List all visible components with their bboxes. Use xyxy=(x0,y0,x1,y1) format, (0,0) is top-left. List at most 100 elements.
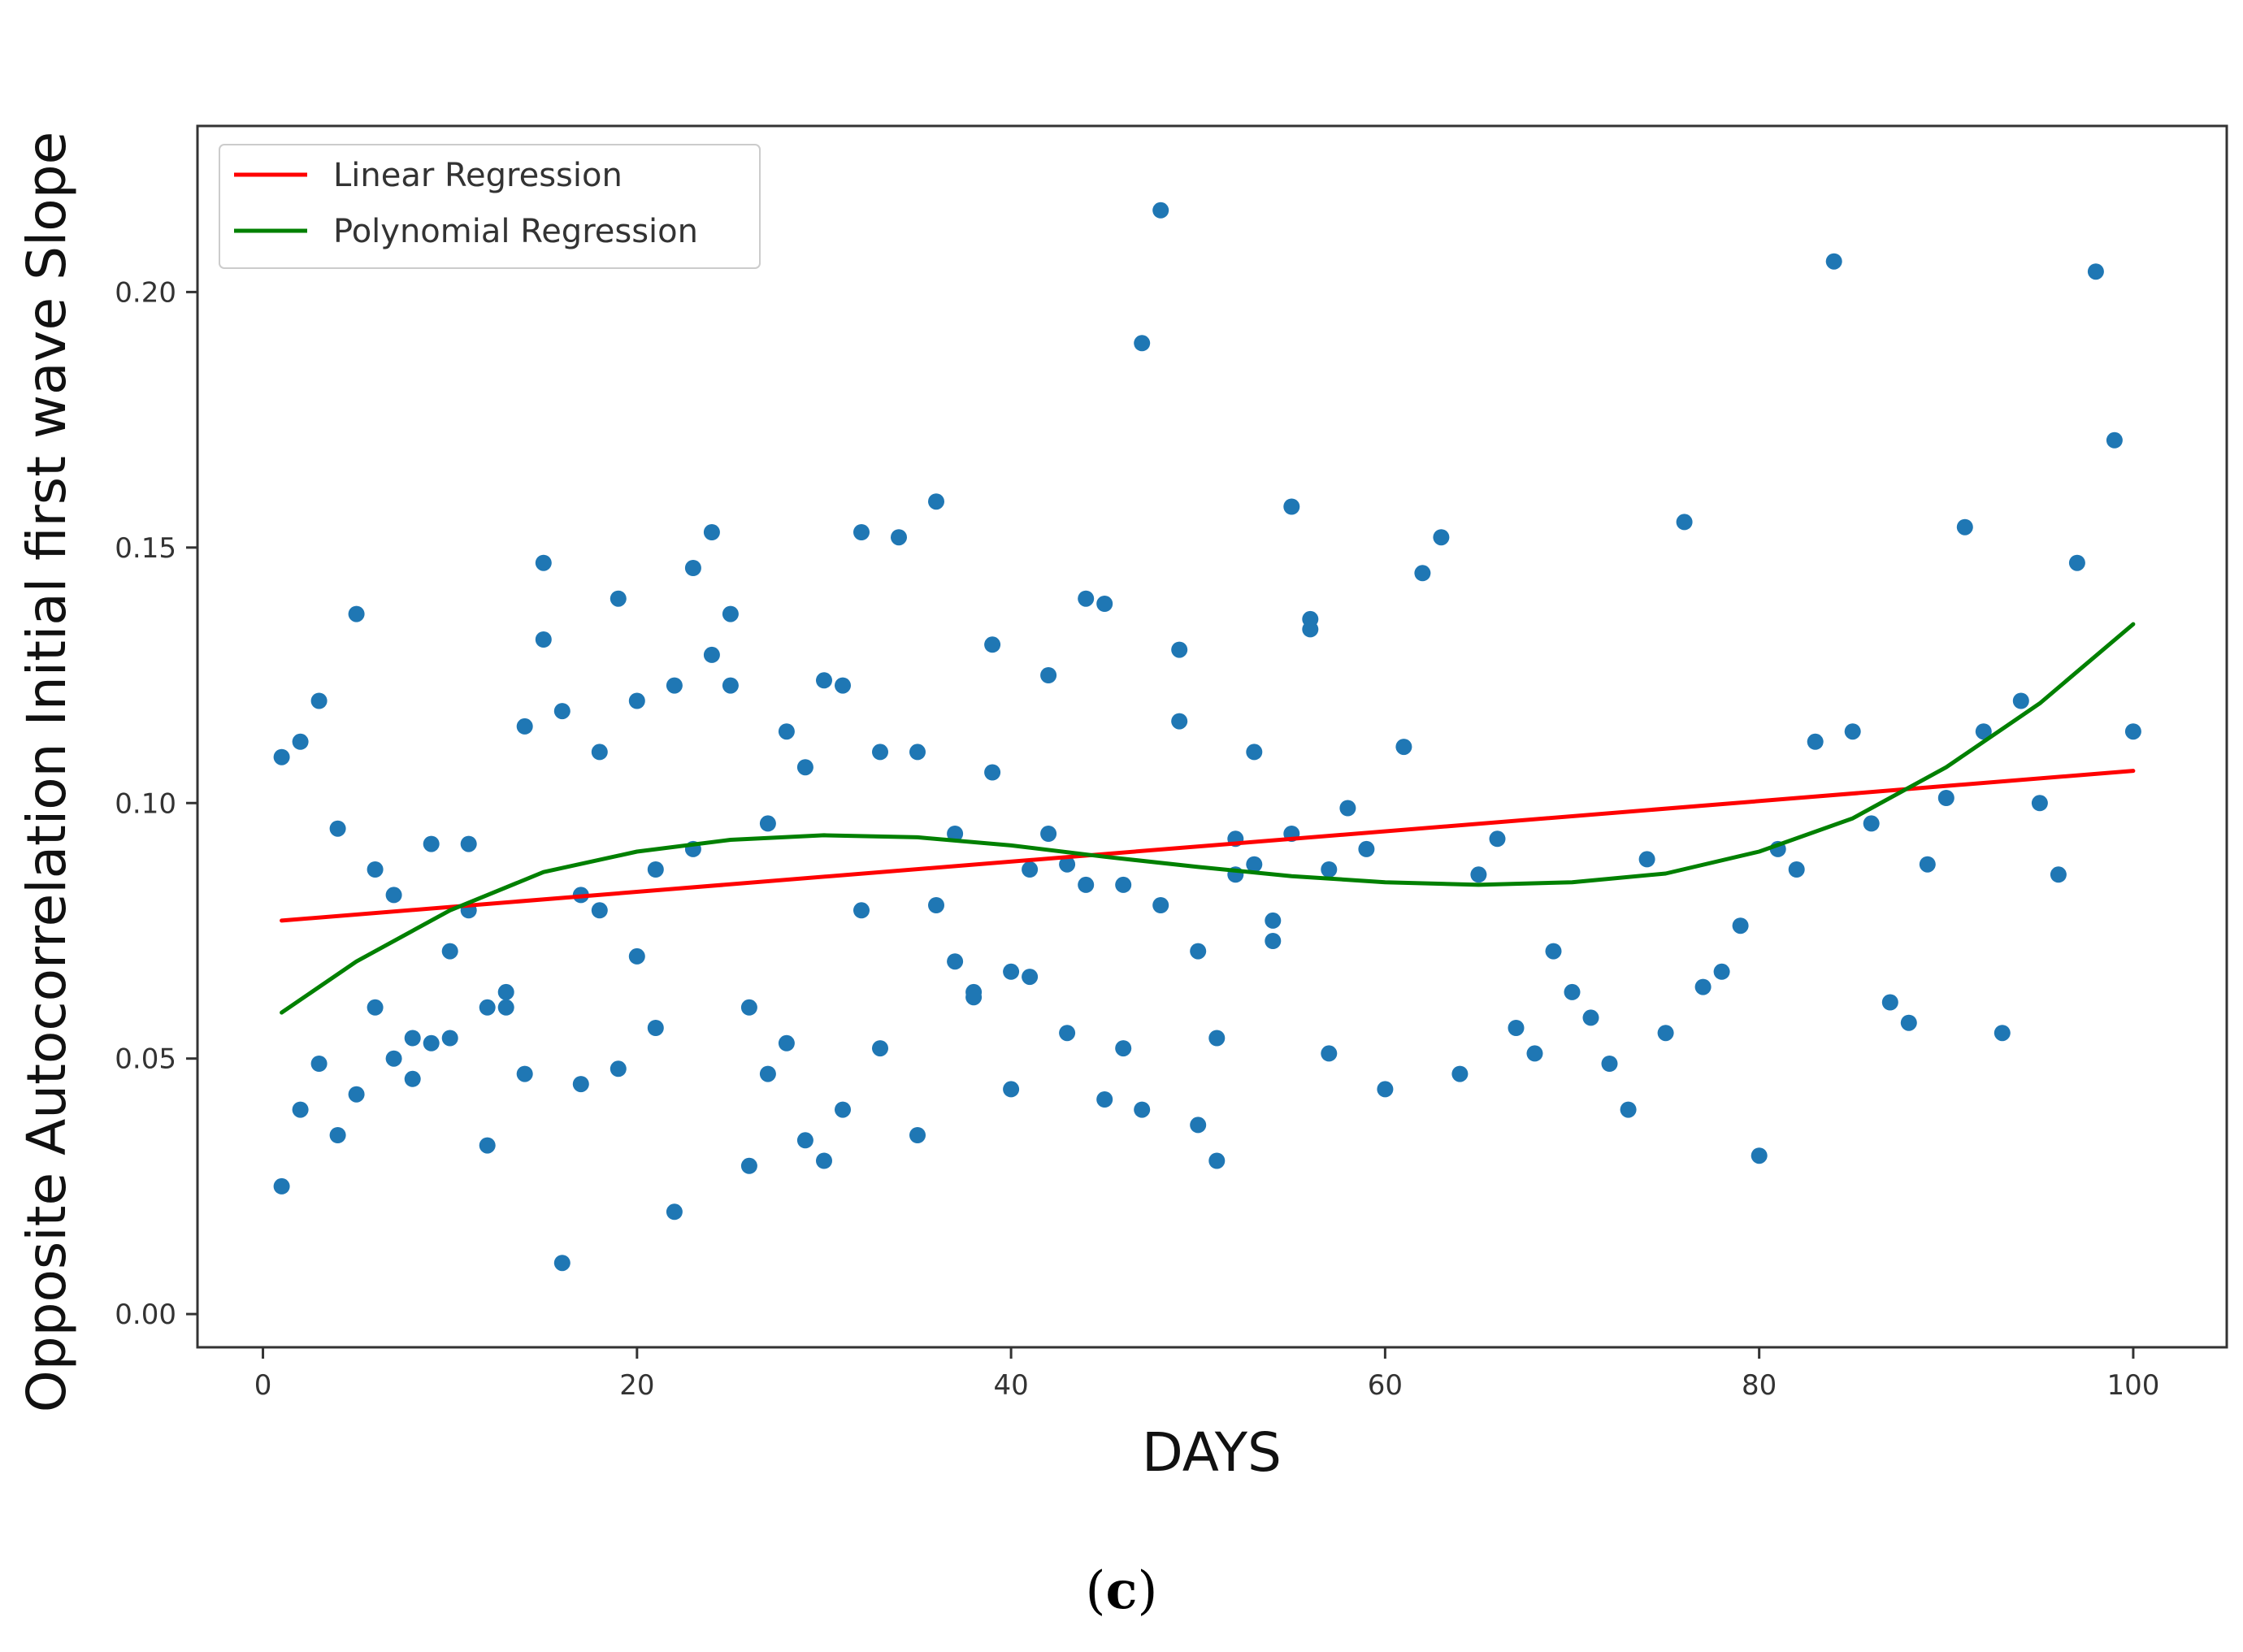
scatter-point-29 xyxy=(535,631,552,648)
scatter-point-76 xyxy=(984,764,1001,781)
scatter-point-67 xyxy=(909,744,926,761)
scatter-point-92 xyxy=(1134,1101,1151,1118)
scatter-point-28 xyxy=(535,554,552,571)
scatter-point-50 xyxy=(740,999,757,1016)
scatter-point-96 xyxy=(1171,713,1188,730)
scatter-point-151 xyxy=(2050,866,2067,883)
scatter-point-66 xyxy=(891,529,907,546)
scatter-point-80 xyxy=(1022,969,1039,986)
scatter-point-16 xyxy=(423,835,440,852)
scatter-point-47 xyxy=(703,646,720,663)
scatter-point-118 xyxy=(1433,529,1450,546)
scatter-point-65 xyxy=(872,1040,888,1057)
scatter-point-97 xyxy=(1190,943,1207,960)
scatter-point-12 xyxy=(385,887,402,904)
scatter-point-145 xyxy=(1937,790,1954,806)
scatter-point-15 xyxy=(404,1070,421,1087)
caption-open: ( xyxy=(1085,1561,1106,1621)
scatter-point-138 xyxy=(1807,733,1824,750)
scatter-point-20 xyxy=(460,835,477,852)
scatter-point-39 xyxy=(628,947,645,965)
scatter-point-63 xyxy=(853,902,870,919)
scatter-point-24 xyxy=(497,983,514,1000)
y-tick-label-3: 0.15 xyxy=(115,532,176,565)
scatter-point-104 xyxy=(1246,856,1263,873)
scatter-point-61 xyxy=(835,1101,851,1118)
scatter-point-8 xyxy=(348,605,365,622)
legend-box xyxy=(219,144,761,269)
scatter-point-123 xyxy=(1526,1045,1543,1062)
regression-lines xyxy=(280,622,2136,1015)
scatter-point-121 xyxy=(1489,830,1506,848)
scatter-point-120 xyxy=(1470,866,1487,883)
scatter-point-148 xyxy=(1994,1025,2011,1042)
scatter-point-112 xyxy=(1321,1045,1338,1062)
scatter-point-53 xyxy=(759,1065,776,1082)
y-tick-label-1: 0.05 xyxy=(115,1043,176,1076)
scatter-point-38 xyxy=(628,692,645,709)
scatter-point-44 xyxy=(684,560,701,576)
x-tick-label-4: 80 xyxy=(1742,1369,1777,1402)
scatter-point-62 xyxy=(853,524,870,540)
scatter-point-26 xyxy=(516,718,533,735)
scatter-point-85 xyxy=(1078,590,1095,607)
scatter-point-119 xyxy=(1451,1065,1469,1082)
scatter-point-152 xyxy=(2068,554,2085,571)
scatter-point-2 xyxy=(292,733,309,750)
scatter-point-72 xyxy=(947,953,964,970)
scatter-point-27 xyxy=(516,1065,533,1082)
scatter-point-153 xyxy=(2087,263,2104,280)
scatter-point-98 xyxy=(1190,1117,1207,1134)
scatter-point-94 xyxy=(1152,897,1169,913)
scatter-point-43 xyxy=(666,1203,683,1221)
y-tick-label-0: 0.00 xyxy=(115,1299,176,1331)
scatter-point-115 xyxy=(1377,1081,1394,1098)
scatter-point-113 xyxy=(1339,800,1356,817)
scatter-point-68 xyxy=(909,1127,926,1143)
scatter-point-3 xyxy=(292,1101,309,1118)
scatter-point-141 xyxy=(1863,815,1880,832)
scatter-point-17 xyxy=(423,1034,440,1051)
scatter-point-144 xyxy=(1919,856,1936,873)
scatter-point-130 xyxy=(1657,1025,1674,1042)
scatter-point-48 xyxy=(722,605,739,622)
legend-label-polynomial: Polynomial Regression xyxy=(333,213,698,250)
scatter-point-114 xyxy=(1358,840,1375,857)
scatter-point-150 xyxy=(2031,795,2048,812)
scatter-point-139 xyxy=(1825,253,1842,270)
scatter-point-131 xyxy=(1676,514,1693,531)
scatter-point-146 xyxy=(1956,518,1973,535)
scatter-point-93 xyxy=(1152,202,1169,219)
scatter-point-22 xyxy=(479,999,496,1016)
scatter-point-70 xyxy=(928,897,944,913)
scatter-point-127 xyxy=(1601,1056,1618,1072)
scatter-point-154 xyxy=(2106,431,2123,449)
x-axis-ticks: 0 20 40 60 80 100 xyxy=(254,1347,2159,1402)
scatter-point-13 xyxy=(385,1050,402,1067)
scatter-point-30 xyxy=(553,703,571,720)
scatter-point-54 xyxy=(778,723,795,740)
scatter-point-0 xyxy=(273,748,290,765)
scatter-point-129 xyxy=(1638,851,1655,868)
scatter-points xyxy=(273,202,2141,1272)
scatter-point-142 xyxy=(1881,994,1898,1011)
scatter-point-4 xyxy=(310,692,328,709)
scatter-point-103 xyxy=(1246,744,1263,761)
scatter-point-155 xyxy=(2124,723,2141,740)
scatter-point-89 xyxy=(1115,876,1132,893)
scatter-point-23 xyxy=(479,1137,496,1154)
scatter-point-51 xyxy=(740,1157,757,1174)
scatter-point-82 xyxy=(1040,826,1057,842)
scatter-point-95 xyxy=(1171,641,1188,658)
scatter-point-49 xyxy=(722,677,739,694)
y-tick-label-2: 0.10 xyxy=(115,787,176,820)
scatter-point-41 xyxy=(647,1020,664,1036)
scatter-point-126 xyxy=(1582,1009,1599,1026)
scatter-point-86 xyxy=(1078,876,1095,893)
scatter-point-31 xyxy=(553,1255,571,1272)
scatter-point-56 xyxy=(796,759,813,776)
caption-close: ) xyxy=(1137,1561,1158,1621)
scatter-point-19 xyxy=(441,1030,458,1047)
scatter-point-58 xyxy=(816,672,832,689)
scatter-point-137 xyxy=(1788,861,1805,878)
